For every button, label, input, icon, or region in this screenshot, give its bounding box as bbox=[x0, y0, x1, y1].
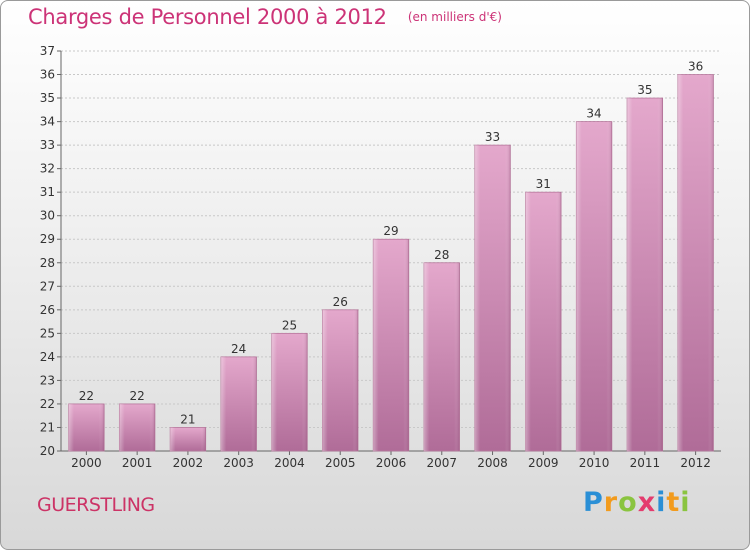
x-tick-label: 2006 bbox=[376, 456, 407, 470]
x-tick-label: 2011 bbox=[630, 456, 661, 470]
x-tick-label: 2004 bbox=[274, 456, 305, 470]
bar-shading bbox=[271, 333, 308, 451]
bar-shading bbox=[119, 403, 155, 451]
x-tick-label: 2000 bbox=[71, 456, 102, 470]
y-tick-label: 35 bbox=[40, 91, 55, 105]
bar-value-label: 25 bbox=[282, 318, 297, 332]
bar-shading bbox=[373, 239, 409, 451]
bar-value-label: 35 bbox=[637, 83, 652, 97]
x-tick-label: 2005 bbox=[325, 456, 356, 470]
bar-value-label: 28 bbox=[434, 248, 449, 262]
y-tick-label: 20 bbox=[40, 444, 55, 458]
y-tick-label: 22 bbox=[40, 397, 55, 411]
y-tick-label: 25 bbox=[40, 326, 55, 340]
bar-value-label: 36 bbox=[688, 60, 703, 74]
bar-value-label: 21 bbox=[180, 412, 195, 426]
y-tick-label: 30 bbox=[40, 209, 55, 223]
bar-value-label: 22 bbox=[79, 389, 94, 403]
bar-shading bbox=[220, 356, 257, 451]
bar-shading bbox=[68, 403, 105, 451]
x-tick-label: 2012 bbox=[680, 456, 711, 470]
bar-layer bbox=[68, 74, 714, 452]
bar-value-label: 29 bbox=[383, 224, 398, 238]
bar-shading bbox=[474, 145, 511, 451]
x-tick-label: 2002 bbox=[173, 456, 204, 470]
x-tick-label: 2003 bbox=[223, 456, 254, 470]
bar-shading bbox=[424, 262, 460, 451]
y-tick-label: 26 bbox=[40, 303, 55, 317]
bar-value-label: 24 bbox=[231, 342, 246, 356]
bar-shading bbox=[525, 192, 562, 452]
bar-shading bbox=[627, 98, 663, 451]
bar-value-label: 33 bbox=[485, 130, 500, 144]
bar-value-label: 22 bbox=[130, 389, 145, 403]
y-tick-label: 27 bbox=[40, 279, 55, 293]
bar-shading bbox=[322, 309, 358, 451]
x-tick-label: 2008 bbox=[477, 456, 508, 470]
x-tick-label: 2001 bbox=[122, 456, 153, 470]
y-tick-label: 33 bbox=[40, 138, 55, 152]
y-tick-label: 21 bbox=[40, 420, 55, 434]
page-title: Charges de Personnel 2000 à 2012 bbox=[28, 5, 387, 29]
y-tick-label: 37 bbox=[40, 44, 55, 58]
label-layer: 22 2000 22 2001 21 2002 24 2003 25 2004 26 2005 29 20… bbox=[71, 60, 711, 470]
title-unit: (en milliers d'€) bbox=[407, 10, 502, 24]
y-tick-label: 36 bbox=[40, 68, 55, 82]
y-tick-label: 34 bbox=[40, 115, 55, 129]
y-tick-label: 23 bbox=[40, 373, 55, 387]
bar-value-label: 31 bbox=[536, 177, 551, 191]
x-tick-label: 2010 bbox=[579, 456, 610, 470]
bar-value-label: 26 bbox=[333, 295, 348, 309]
bar-value-label: 34 bbox=[586, 107, 601, 121]
y-tick-label: 32 bbox=[40, 162, 55, 176]
title-row: Charges de Personnel 2000 à 2012 (en mil… bbox=[28, 5, 502, 29]
x-tick-label: 2009 bbox=[528, 456, 559, 470]
y-tick-label: 29 bbox=[40, 232, 55, 246]
bar-shading bbox=[170, 427, 206, 451]
y-tick-label: 28 bbox=[40, 256, 55, 270]
commune-name: GUERSTLING bbox=[37, 494, 155, 516]
bar-shading bbox=[677, 74, 714, 451]
bar-shading bbox=[576, 121, 612, 452]
x-tick-label: 2007 bbox=[426, 456, 457, 470]
proxiti-logo[interactable]: Proxiti bbox=[583, 487, 691, 518]
y-tick-label: 31 bbox=[40, 185, 55, 199]
y-tick-label: 24 bbox=[40, 350, 55, 364]
